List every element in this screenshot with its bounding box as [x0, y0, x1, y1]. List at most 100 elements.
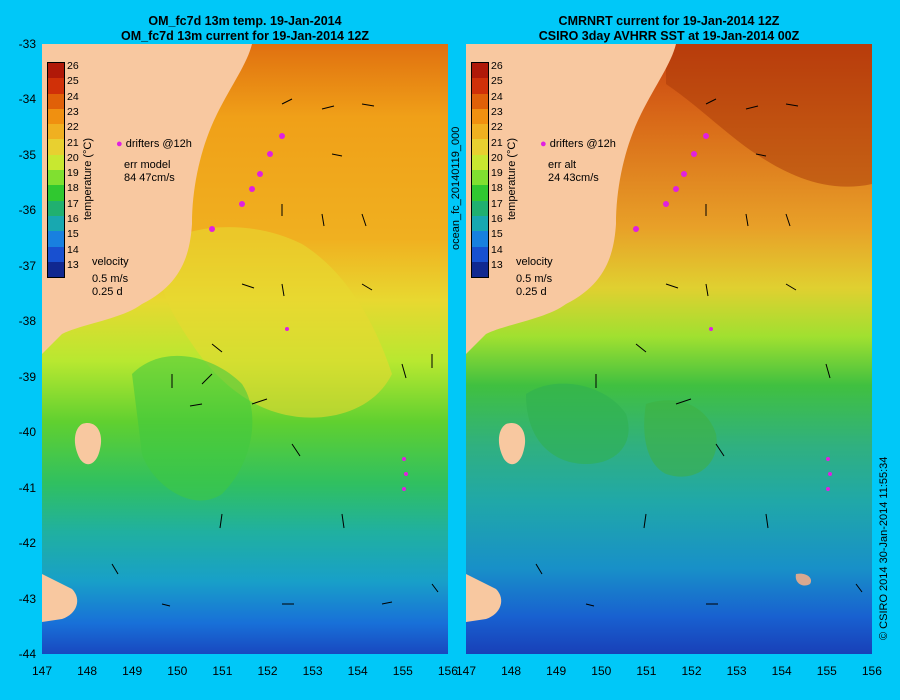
colorbar-swatch: [48, 108, 64, 125]
colorbar-swatch: [48, 261, 64, 278]
right-map: [466, 44, 872, 654]
colorbar-swatch: [48, 124, 64, 140]
colorbar-swatch: [48, 139, 64, 155]
colorbar-tick-label: 23: [491, 105, 503, 118]
right-land-south: [466, 574, 502, 622]
lon-tick-label: 148: [501, 664, 522, 678]
lon-tick-label: 153: [302, 664, 323, 678]
colorbar-tick-label: 14: [67, 243, 79, 256]
right-velocity-legend: velocity 0.5 m/s 0.25 d: [516, 256, 553, 299]
lat-tick-label: -42: [18, 536, 36, 551]
left-map: [42, 44, 448, 654]
colorbar-swatch: [48, 215, 64, 232]
colorbar-tick-label: 24: [67, 90, 79, 103]
colorbar-tick-label: 21: [67, 136, 79, 149]
colorbar-swatch: [472, 93, 488, 109]
lat-tick-label: -37: [18, 258, 36, 273]
right-colorbar-label: temperature (°C): [506, 137, 518, 220]
lat-tick-label: -36: [18, 203, 36, 218]
colorbar-swatch: [48, 93, 64, 109]
lon-tick-label: 150: [591, 664, 612, 678]
colorbar-tick-label: 25: [491, 75, 503, 88]
left-colorbar-swatches: [47, 62, 65, 279]
colorbar-swatch: [472, 231, 488, 247]
colorbar-swatch: [48, 63, 64, 79]
lat-tick-label: -40: [18, 425, 36, 440]
colorbar-swatch: [472, 154, 488, 171]
colorbar-tick-label: 16: [67, 213, 79, 225]
right-map-panel: [466, 44, 872, 654]
right-err-line1: err alt: [548, 159, 577, 171]
lat-tick-label: -38: [18, 314, 36, 329]
colorbar-tick-label: 13: [67, 258, 79, 271]
colorbar-tick-label: 19: [67, 167, 79, 180]
colorbar-swatch: [472, 139, 488, 155]
left-colorbar-label: temperature (°C): [82, 137, 94, 220]
left-title-line1: OM_fc7d 13m temp. 19-Jan-2014: [148, 14, 342, 28]
colorbar-swatch: [48, 246, 64, 262]
right-colorbar: [471, 62, 489, 279]
lat-tick-label: -44: [18, 647, 36, 661]
colorbar-swatch: [472, 170, 488, 186]
colorbar-tick-label: 16: [491, 213, 503, 225]
colorbar-tick-label: 18: [491, 182, 503, 195]
right-colorbar-swatches: [471, 62, 489, 279]
left-error-text: err model 84 47cm/s: [124, 159, 175, 185]
left-velocity-legend: velocity 0.5 m/s 0.25 d: [92, 256, 129, 299]
lat-tick-label: -34: [18, 92, 36, 107]
colorbar-tick-label: 20: [67, 151, 79, 164]
lat-tick-label: -43: [18, 591, 36, 606]
colorbar-tick-label: 13: [491, 258, 503, 271]
colorbar-tick-label: 17: [67, 197, 79, 210]
lon-tick-label: 154: [771, 664, 792, 678]
colorbar-swatch: [472, 261, 488, 278]
lon-tick-label: 149: [122, 664, 143, 678]
lon-tick-label: 155: [816, 664, 837, 678]
right-drifter-marker-icon: ●: [540, 138, 547, 150]
lat-tick-label: -41: [18, 480, 36, 495]
lon-tick-label: 156: [437, 664, 458, 678]
colorbar-tick-label: 23: [67, 105, 79, 118]
lon-tick-label: 152: [681, 664, 702, 678]
lon-tick-label: 151: [212, 664, 233, 678]
left-velocity-speed: 0.5 m/s: [92, 273, 129, 285]
right-error-text: err alt 24 43cm/s: [548, 159, 599, 185]
lon-tick-label: 155: [392, 664, 413, 678]
right-title-line2: CSIRO 3day AVHRR SST at 19-Jan-2014 00Z: [538, 29, 800, 43]
colorbar-swatch: [472, 124, 488, 140]
lat-tick-label: -35: [18, 147, 36, 162]
colorbar-tick-label: 19: [491, 167, 503, 180]
left-drifters-legend: ● drifters @12h: [116, 138, 192, 151]
colorbar-swatch: [48, 78, 64, 94]
colorbar-swatch: [48, 154, 64, 171]
right-title: CMRNRT current for 19-Jan-2014 12Z CSIRO…: [466, 14, 872, 44]
left-land-south: [42, 574, 78, 622]
right-land-island: [498, 423, 526, 465]
colorbar-tick-label: 15: [67, 228, 79, 241]
lon-tick-label: 149: [546, 664, 567, 678]
lon-tick-label: 154: [347, 664, 368, 678]
colorbar-swatch: [472, 78, 488, 94]
colorbar-swatch: [472, 200, 488, 216]
left-map-panel: [42, 44, 448, 654]
left-velocity-time: 0.25 d: [92, 286, 123, 298]
colorbar-tick-label: 22: [491, 121, 503, 134]
colorbar-tick-label: 21: [491, 136, 503, 149]
right-title-line1: CMRNRT current for 19-Jan-2014 12Z: [558, 14, 780, 28]
lon-tick-label: 156: [861, 664, 882, 678]
colorbar-swatch: [472, 108, 488, 125]
left-drifters-label: drifters @12h: [125, 138, 192, 150]
forecast-id-label: ocean_fc_20140119_000: [450, 126, 462, 250]
right-err-line2: 24 43cm/s: [548, 172, 599, 184]
lon-tick-label: 148: [77, 664, 98, 678]
colorbar-tick-label: 26: [491, 60, 503, 72]
left-title: OM_fc7d 13m temp. 19-Jan-2014 OM_fc7d 13…: [42, 14, 448, 44]
left-land-island: [74, 423, 102, 465]
lon-tick-label: 147: [31, 664, 53, 678]
colorbar-tick-label: 18: [67, 182, 79, 195]
left-land-mainland: [42, 44, 252, 354]
colorbar-tick-label: 24: [491, 90, 503, 103]
left-title-line2: OM_fc7d 13m current for 19-Jan-2014 12Z: [120, 29, 370, 43]
lon-tick-label: 152: [257, 664, 278, 678]
lon-tick-label: 151: [636, 664, 657, 678]
